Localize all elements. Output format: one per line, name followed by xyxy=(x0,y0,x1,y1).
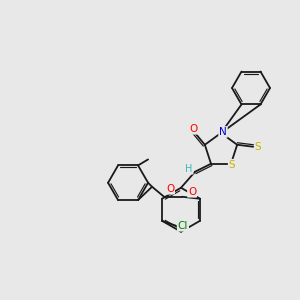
Text: N: N xyxy=(219,127,227,137)
Text: Cl: Cl xyxy=(178,221,188,231)
Text: O: O xyxy=(188,187,196,197)
Text: H: H xyxy=(185,164,193,174)
Text: O: O xyxy=(166,184,174,194)
Text: S: S xyxy=(229,160,235,170)
Text: S: S xyxy=(255,142,262,152)
Text: O: O xyxy=(190,124,198,134)
